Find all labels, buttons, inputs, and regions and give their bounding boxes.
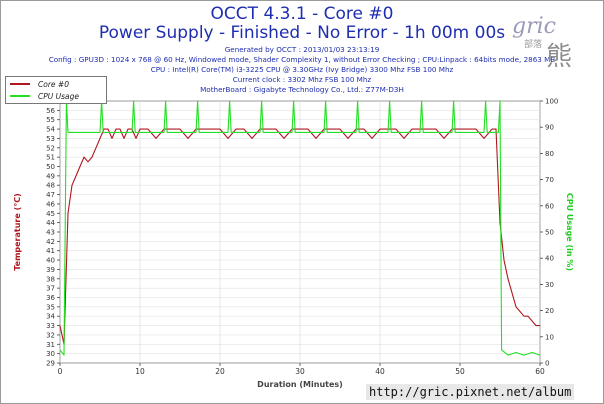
footer-url[interactable]: http://gric.pixnet.net/album: [366, 384, 575, 400]
x-axis-title: Duration (Minutes): [257, 380, 343, 389]
y-right-tick-label: 90: [545, 124, 554, 132]
y-left-tick-label: 46: [46, 200, 55, 208]
legend-swatch-core: [10, 83, 30, 85]
legend-swatch-cpu: [10, 95, 30, 97]
y-right-tick-label: 10: [545, 333, 554, 341]
y-left-tick-label: 45: [46, 210, 55, 218]
y-left-tick-label: 31: [46, 341, 55, 349]
y-left-tick-label: 51: [46, 154, 55, 162]
y-left-tick-label: 29: [46, 360, 55, 368]
y-right-tick-label: 40: [545, 255, 554, 263]
y-left-tick-label: 41: [46, 247, 55, 255]
clock-info: Current clock : 3302 Mhz FSB 100 Mhz: [232, 75, 372, 84]
y-left-tick-label: 44: [46, 219, 55, 227]
x-tick-label: 50: [455, 367, 465, 376]
chart-legend: Core #0 CPU Usage: [5, 76, 107, 104]
y-left-tick-label: 56: [46, 107, 55, 115]
y-left-tick-label: 39: [46, 266, 55, 274]
y-right-tick-label: 80: [545, 150, 554, 158]
y-left-tick-label: 54: [46, 126, 55, 134]
y-right-tick-label: 100: [545, 98, 558, 106]
y-left-axis-title: Temperature (°C): [13, 193, 22, 271]
watermark-logo: gric: [512, 14, 556, 39]
y-left-tick-label: 53: [46, 135, 55, 143]
y-left-tick-label: 40: [46, 257, 55, 265]
motherboard-info: MotherBoard : Gigabyte Technology Co., L…: [200, 85, 404, 94]
y-left-tick-label: 55: [46, 116, 55, 124]
x-tick-label: 10: [135, 367, 145, 376]
x-tick-label: 60: [535, 367, 545, 376]
y-left-tick-label: 47: [46, 191, 55, 199]
y-left-tick-label: 38: [46, 275, 55, 283]
y-left-tick-label: 48: [46, 182, 55, 190]
legend-item-cpu: CPU Usage: [10, 90, 79, 102]
chart-subtitle: Power Supply - Finished - No Error - 1h …: [98, 23, 506, 43]
y-right-tick-label: 20: [545, 307, 554, 315]
series-line-core: [59, 128, 540, 345]
y-right-tick-label: 0: [545, 360, 549, 368]
y-right-axis-title: CPU Usage (in %): [565, 193, 574, 271]
y-left-tick-label: 35: [46, 303, 55, 311]
y-right-tick-label: 60: [545, 202, 554, 210]
y-left-tick-label: 43: [46, 229, 55, 237]
watermark-small-text: 部落: [524, 40, 543, 50]
config-info: Config : GPU3D : 1024 x 768 @ 60 Hz, Win…: [48, 55, 556, 64]
x-tick-label: 20: [215, 367, 225, 376]
y-left-tick-label: 32: [46, 331, 55, 339]
watermark: gric 部落 熊: [510, 14, 602, 74]
y-left-tick-label: 49: [46, 172, 55, 180]
legend-label-cpu: CPU Usage: [38, 91, 80, 101]
series-line-cpu-usage: [59, 100, 541, 356]
y-left-tick-label: 33: [46, 322, 55, 330]
x-tick-label: 30: [295, 367, 305, 376]
chart-title: OCCT 4.3.1 - Core #0: [210, 4, 394, 24]
y-left-tick-label: 37: [46, 285, 55, 293]
cpu-info: CPU : Intel(R) Core(TM) i3-3225 CPU @ 3.…: [150, 65, 454, 74]
watermark-character: 熊: [546, 42, 573, 72]
y-right-tick-label: 50: [545, 229, 554, 237]
y-left-tick-label: 30: [46, 350, 55, 358]
x-tick-label: 40: [375, 367, 385, 376]
x-tick-label: 0: [58, 367, 63, 376]
y-right-tick-label: 30: [545, 281, 554, 289]
y-left-tick-label: 42: [46, 238, 55, 246]
legend-label-core: Core #0: [38, 79, 69, 89]
y-left-tick-label: 50: [46, 163, 55, 171]
y-left-tick-label: 34: [46, 313, 55, 321]
y-left-tick-label: 36: [46, 294, 55, 302]
generated-info: Generated by OCCT : 2013/01/03 23:13:19: [224, 45, 380, 54]
y-right-tick-label: 70: [545, 176, 554, 184]
y-left-tick-label: 52: [46, 144, 55, 152]
legend-item-core: Core #0: [10, 78, 69, 90]
